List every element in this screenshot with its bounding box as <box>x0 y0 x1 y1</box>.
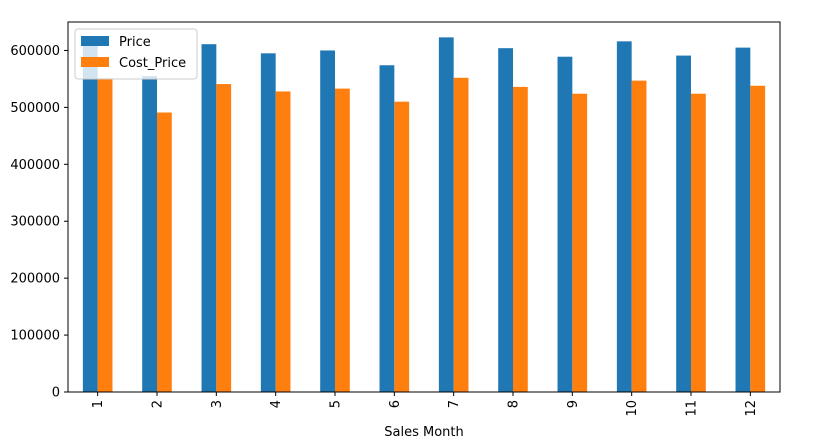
legend: Price Cost_Price <box>74 28 198 80</box>
x-tick-label: 9 <box>566 400 581 408</box>
bar-cost-price-8 <box>513 86 528 392</box>
x-tick-label: 3 <box>210 400 225 408</box>
y-tick-label: 0 <box>52 386 60 401</box>
bar-price-7 <box>438 37 454 393</box>
y-tick-label: 300000 <box>10 215 60 230</box>
y-tick-label: 200000 <box>10 272 60 287</box>
legend-label-price: Price <box>119 35 151 50</box>
bar-price-8 <box>498 48 513 393</box>
bar-price-3 <box>201 44 217 392</box>
bar-price-11 <box>676 55 691 392</box>
bar-cost-price-11 <box>691 93 706 392</box>
bar-cost-price-7 <box>453 77 469 392</box>
plot-frame <box>67 21 781 393</box>
bar-cost-price-6 <box>394 101 410 392</box>
bar-cost-price-12 <box>750 85 766 392</box>
legend-swatch-price <box>81 36 109 46</box>
x-tick-label: 5 <box>329 400 344 408</box>
x-tick-label: 2 <box>151 400 166 408</box>
y-tick-label: 400000 <box>10 158 60 173</box>
bar-cost-price-9 <box>572 93 588 392</box>
y-tick-label: 100000 <box>10 329 60 344</box>
bar-price-4 <box>260 53 276 393</box>
bar-price-6 <box>379 65 395 392</box>
x-tick-label: 1 <box>91 400 106 408</box>
x-tick-label: 10 <box>625 400 640 417</box>
bar-cost-price-3 <box>216 84 232 393</box>
bar-cost-price-2 <box>157 112 172 392</box>
bar-price-9 <box>557 56 573 392</box>
bar-cost-price-5 <box>335 88 350 392</box>
y-tick-label: 600000 <box>10 44 60 59</box>
bar-price-1 <box>82 41 98 393</box>
bar-price-5 <box>320 50 335 393</box>
bars-layer <box>82 37 766 393</box>
x-tick-label: 8 <box>507 400 522 408</box>
x-tick-label: 7 <box>447 400 462 408</box>
y-tick-label: 500000 <box>10 101 60 116</box>
legend-label-cost-price: Cost_Price <box>119 56 186 71</box>
bar-cost-price-10 <box>631 80 647 392</box>
x-axis-title: Sales Month <box>384 425 463 440</box>
x-tick-label: 12 <box>744 400 759 417</box>
legend-swatch-cost-price <box>81 57 109 67</box>
bar-cost-price-4 <box>275 91 291 392</box>
bar-price-10 <box>616 41 632 392</box>
bar-price-12 <box>735 47 751 393</box>
x-tick-label: 4 <box>269 400 284 408</box>
x-tick-label: 6 <box>388 400 403 408</box>
bar-cost-price-1 <box>97 78 113 392</box>
bar-price-2 <box>142 76 157 392</box>
x-tick-label: 11 <box>685 400 700 417</box>
